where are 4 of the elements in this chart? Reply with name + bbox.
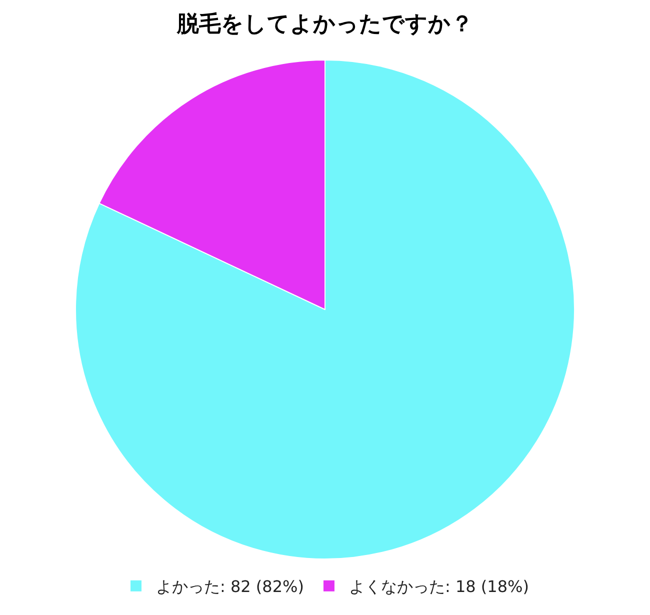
pie-slice	[75, 60, 575, 560]
legend-label: よくなかった: 18 (18%)	[348, 577, 529, 596]
legend-label: よかった: 82 (82%)	[156, 577, 304, 596]
chart-title: 脱毛をしてよかったですか？	[176, 12, 473, 37]
